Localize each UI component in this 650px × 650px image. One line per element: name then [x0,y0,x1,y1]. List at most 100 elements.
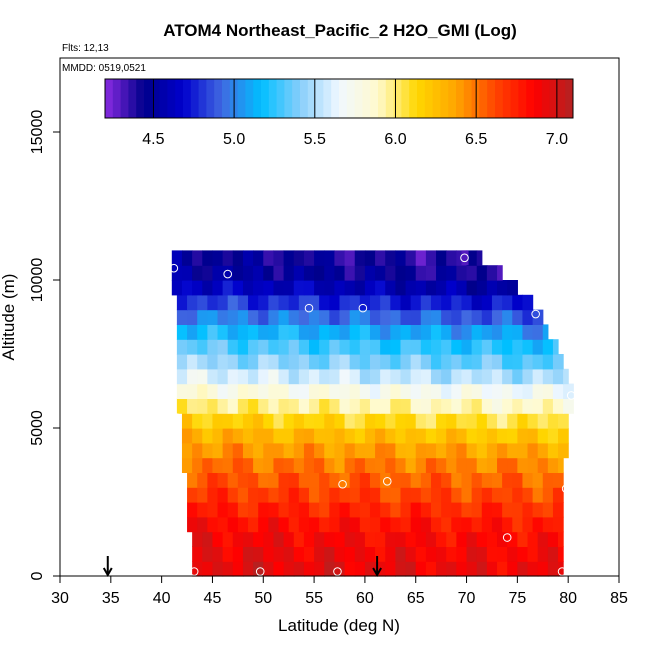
heat-cell [558,442,569,459]
heat-cell [207,324,219,340]
heat-cell [517,561,529,577]
heat-cell [187,354,198,370]
heat-cell [278,398,290,414]
heat-cell [303,250,315,266]
heat-cell [537,428,549,444]
heat-cell [502,354,513,370]
heat-cell [497,280,508,296]
heat-cell [354,457,366,473]
heat-cell [532,368,544,385]
heat-cell [232,457,244,473]
heat-cell [359,516,371,533]
heat-cell [532,487,544,503]
colorbar: 4.5 5.0 5.5 6.0 6.5 7.0 [104,78,574,148]
heat-cell [237,487,249,503]
heat-cell [293,265,305,281]
heat-cell [425,265,437,281]
colorbar-swatch [370,79,379,118]
heat-cell [288,472,300,488]
heat-cell [425,280,437,296]
heat-cell [420,502,432,518]
heat-cell [491,354,503,370]
heat-cell [517,531,529,547]
heat-cell [430,339,442,355]
colorbar-swatch [534,79,543,118]
heat-cell [319,294,330,311]
heat-cell [319,324,330,340]
heat-cell [278,339,290,355]
heat-cell [268,487,280,503]
heat-cell [197,368,208,385]
heat-cell [512,339,524,355]
colorbar-swatch [346,79,356,118]
heat-cell [288,294,300,311]
heat-cell [278,294,290,311]
heat-cell [319,472,330,488]
colorbar-swatch [432,79,441,118]
heat-cell [187,294,198,311]
y-tick-label: 0 [29,571,46,580]
heat-cell [324,531,336,547]
heat-cell [461,294,473,311]
heat-cell [385,531,396,547]
heat-cell [476,250,483,266]
heat-cell [278,516,290,533]
heat-cell [369,354,381,370]
heat-cell [268,398,280,414]
heat-cell [232,280,244,296]
heat-cell [380,354,391,370]
heat-cell [329,472,341,488]
heat-cell [319,398,330,414]
heat-cell [293,561,305,577]
heat-cell [425,457,437,473]
heat-cell [466,546,478,562]
heat-cell [486,280,498,296]
heat-cell [547,546,559,562]
heat-cell [248,502,259,518]
heat-cell [451,487,463,503]
heat-cell [527,561,539,577]
heat-cell [293,280,305,296]
heat-cell [298,398,310,414]
heat-cell [481,339,493,355]
heat-cell [181,250,193,266]
heat-cell [248,516,259,533]
heat-cell [227,324,239,340]
heat-cell [227,309,239,325]
heat-cell [248,354,259,370]
heat-cell [334,531,346,547]
heat-cell [522,324,534,340]
heat-cell [329,324,341,340]
heat-cell [324,546,336,562]
heat-cell [517,457,529,473]
heat-cell [232,531,244,547]
heat-cell [415,531,427,547]
colorbar-swatch [206,79,215,118]
x-tick-label: 50 [254,590,272,607]
heat-cell [390,472,402,488]
heat-cell [217,502,229,518]
heat-cell [349,309,361,325]
heat-cell [192,457,203,473]
heat-cell [491,368,503,385]
heat-cell [207,487,219,503]
heat-cell [222,442,234,459]
heat-cell [222,457,234,473]
colorbar-swatch [479,79,488,118]
heat-cell [273,265,285,281]
heat-cell [527,413,539,429]
heat-cell [512,383,524,399]
heat-cell [415,413,427,429]
heat-cell [542,502,554,518]
heat-cell [542,354,554,370]
heat-cell [466,457,478,473]
y-tick-label: 5000 [29,410,46,446]
heat-cell [349,398,361,414]
heat-cell [451,309,463,325]
heat-cell [197,398,208,414]
heat-cell [329,309,341,325]
heat-cell [461,354,473,370]
heat-cell [263,457,275,473]
heat-cell [324,457,336,473]
heat-cell [278,472,290,488]
